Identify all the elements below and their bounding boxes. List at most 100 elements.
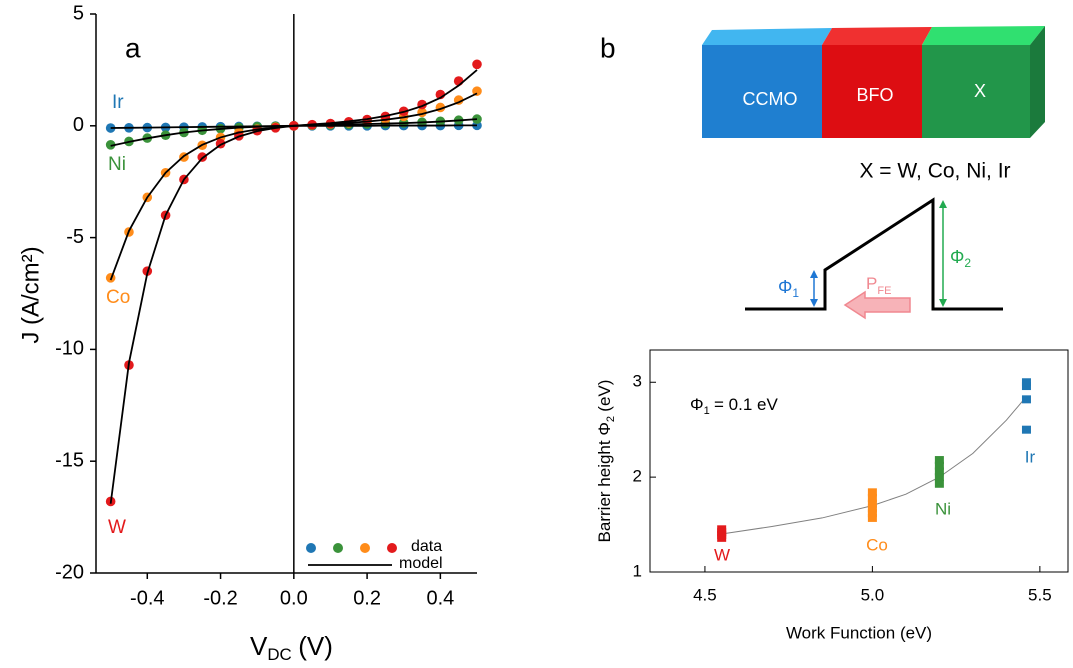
data-point <box>867 509 877 518</box>
block-side <box>1030 26 1045 138</box>
data-point <box>934 479 944 488</box>
y-tick-label: 1 <box>633 561 642 580</box>
x-axis-label-part: V <box>250 631 268 661</box>
legend-label: model <box>399 555 443 572</box>
x-tick-label: 4.5 <box>693 585 717 604</box>
annotation-part: = 0.1 eV <box>714 395 778 414</box>
arrow-head <box>939 200 947 208</box>
series-label: Ir <box>1025 447 1036 466</box>
data-point <box>867 513 877 522</box>
data-point <box>472 59 482 70</box>
layer-stack: CCMO BFO X <box>702 26 1045 138</box>
annotation-part: 1 <box>704 405 710 417</box>
p-subscript: FE <box>877 285 891 297</box>
series-label: Ir <box>112 92 124 113</box>
phi2-label: Φ2 <box>950 247 971 270</box>
p-symbol: P <box>866 274 877 293</box>
y-tick-label: 0 <box>73 114 84 136</box>
series-label: Ni <box>935 499 951 518</box>
legend-marker <box>360 543 370 553</box>
data-point <box>472 114 482 124</box>
formula: X = W, Co, Ni, Ir <box>859 160 1010 183</box>
phi-symbol: Φ <box>778 277 792 297</box>
y-axis-label-part: (eV) <box>595 380 614 412</box>
block-top <box>922 26 1045 45</box>
y-axis-label-part: 2 <box>605 416 617 422</box>
x-tick-label: 0.2 <box>353 587 381 609</box>
data-point <box>1021 425 1031 434</box>
annotation-part: Φ <box>690 395 704 414</box>
layer-label: BFO <box>856 85 893 105</box>
block-top <box>702 28 832 45</box>
data-point <box>1021 378 1031 387</box>
y-tick-label: 2 <box>633 467 642 486</box>
y-axis-label: Barrier height Φ2 (eV) <box>595 380 617 543</box>
legend-marker <box>333 543 343 553</box>
block-bfo <box>822 45 922 138</box>
arrow-head <box>810 270 818 278</box>
data-point <box>867 504 877 513</box>
block-top <box>822 27 932 45</box>
block-ccmo <box>702 45 822 138</box>
data-point <box>717 525 727 534</box>
data-point <box>934 473 944 482</box>
series-label: Co <box>106 287 130 308</box>
panel-label: a <box>125 32 141 63</box>
legend-marker <box>306 543 316 553</box>
plot-frame <box>649 349 1069 573</box>
y-tick-label: -5 <box>66 226 84 248</box>
x-tick-label: 5.5 <box>1028 585 1052 604</box>
data-point <box>472 86 482 96</box>
data-point <box>934 467 944 476</box>
y-axis-label-part: Barrier height Φ <box>595 422 614 542</box>
y-tick-label: -20 <box>55 561 84 583</box>
y-tick-label: 3 <box>633 372 642 391</box>
barrier-profile <box>745 197 1003 311</box>
y-tick-label: -10 <box>55 338 84 360</box>
data-point <box>105 123 116 133</box>
phi1-label: Φ1 <box>778 277 799 300</box>
phi-subscript: 2 <box>964 256 971 270</box>
phi-subscript: 1 <box>792 286 799 300</box>
series-label: W <box>714 545 730 564</box>
y-tick-label: -15 <box>55 449 84 471</box>
x-axis-label-part: DC <box>267 645 291 664</box>
annotation: Φ1 = 0.1 eV <box>690 395 778 417</box>
series-label: Ni <box>108 154 126 175</box>
legend-label: data <box>411 538 442 555</box>
layer-label: CCMO <box>743 89 798 109</box>
data-point <box>105 140 116 150</box>
data-point <box>867 488 877 497</box>
x-axis-label: VDC (V) <box>250 631 333 664</box>
barrier-diagram: Φ1 Φ2 PFE <box>745 197 1003 320</box>
legend-marker <box>387 543 397 553</box>
y-tick-label: 5 <box>73 2 84 24</box>
y-axis-label: J (A/cm²) <box>17 246 44 343</box>
x-tick-label: -0.2 <box>203 587 237 609</box>
fit-curve <box>721 396 1027 535</box>
data-point <box>867 499 877 508</box>
arrow-head <box>939 299 947 307</box>
phi-symbol: Φ <box>950 247 964 267</box>
data-point <box>197 152 208 162</box>
polarization-label: PFE <box>866 274 891 296</box>
x-tick-label: 5.0 <box>861 585 885 604</box>
data-point <box>934 456 944 465</box>
x-tick-label: 0.0 <box>280 587 308 609</box>
model-curve <box>109 69 478 504</box>
panel-label: b <box>600 32 616 63</box>
block-x <box>922 45 1030 138</box>
x-axis-label-part: (V) <box>298 631 333 661</box>
series-label: W <box>108 517 126 538</box>
data-point <box>1021 395 1031 404</box>
series-label: Co <box>866 535 888 554</box>
polarization-arrow <box>843 290 911 320</box>
x-axis-label: Work Function (eV) <box>786 623 932 642</box>
arrow-head <box>810 299 818 307</box>
data-point <box>934 461 944 470</box>
data-point <box>867 494 877 502</box>
x-tick-label: -0.4 <box>130 587 164 609</box>
layer-label: X <box>974 81 986 101</box>
x-tick-label: 0.4 <box>426 587 454 609</box>
